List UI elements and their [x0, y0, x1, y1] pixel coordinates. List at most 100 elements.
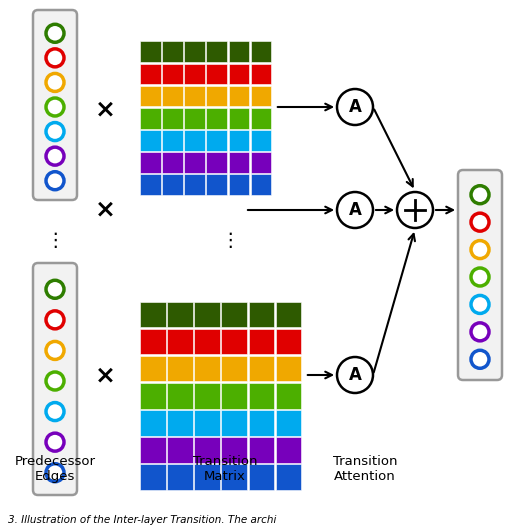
Circle shape	[46, 311, 64, 329]
Circle shape	[46, 372, 64, 390]
Bar	[167, 383, 193, 409]
Text: ⋮: ⋮	[45, 230, 65, 250]
Bar	[194, 302, 220, 327]
Bar	[206, 108, 227, 129]
Bar	[206, 86, 227, 106]
Bar	[206, 64, 227, 84]
Text: ⋮: ⋮	[220, 230, 240, 250]
Bar	[251, 41, 271, 62]
Circle shape	[337, 89, 373, 125]
Bar	[184, 130, 205, 151]
Bar	[194, 410, 220, 436]
Bar	[206, 41, 227, 62]
Circle shape	[471, 186, 489, 204]
Bar	[206, 152, 227, 173]
Circle shape	[46, 122, 64, 140]
Circle shape	[46, 433, 64, 451]
Circle shape	[471, 295, 489, 313]
Bar	[184, 41, 205, 62]
Bar	[194, 464, 220, 490]
Circle shape	[471, 268, 489, 286]
Bar	[248, 383, 274, 409]
Circle shape	[46, 342, 64, 360]
Bar	[251, 64, 271, 84]
Bar	[140, 152, 161, 173]
Bar	[140, 356, 165, 381]
Bar	[140, 302, 165, 327]
Text: Transition
Matrix: Transition Matrix	[193, 455, 257, 483]
Bar	[140, 437, 165, 463]
Circle shape	[46, 98, 64, 116]
Bar	[248, 329, 274, 354]
Bar	[229, 41, 249, 62]
Bar	[140, 464, 165, 490]
Text: ×: ×	[94, 363, 115, 387]
Bar	[248, 437, 274, 463]
Bar	[140, 329, 165, 354]
Bar	[184, 152, 205, 173]
FancyBboxPatch shape	[458, 170, 502, 380]
Bar	[140, 174, 161, 195]
Bar	[221, 302, 247, 327]
Bar	[140, 108, 161, 129]
Bar	[162, 86, 183, 106]
Bar	[276, 329, 301, 354]
Bar	[251, 174, 271, 195]
Text: ×: ×	[94, 98, 115, 122]
Text: Predecessor
Edges: Predecessor Edges	[15, 455, 96, 483]
Bar	[229, 64, 249, 84]
Text: A: A	[349, 366, 361, 384]
Bar	[167, 356, 193, 381]
Bar	[167, 302, 193, 327]
Bar	[221, 410, 247, 436]
Text: A: A	[349, 98, 361, 116]
Circle shape	[337, 357, 373, 393]
Bar	[194, 437, 220, 463]
Bar	[276, 383, 301, 409]
Bar	[184, 174, 205, 195]
Bar	[140, 383, 165, 409]
Bar	[251, 130, 271, 151]
Circle shape	[337, 192, 373, 228]
Bar	[140, 410, 165, 436]
Bar	[162, 108, 183, 129]
Bar	[167, 410, 193, 436]
Bar	[167, 464, 193, 490]
FancyBboxPatch shape	[33, 263, 77, 495]
Bar	[162, 64, 183, 84]
Text: 3. Illustration of the Inter-layer Transition. The archi: 3. Illustration of the Inter-layer Trans…	[8, 515, 276, 525]
Bar	[140, 130, 161, 151]
Bar	[251, 86, 271, 106]
Bar	[184, 86, 205, 106]
FancyBboxPatch shape	[33, 10, 77, 200]
Bar	[162, 130, 183, 151]
Bar	[229, 86, 249, 106]
Bar	[206, 130, 227, 151]
Bar	[251, 152, 271, 173]
Text: Transition
Attention: Transition Attention	[333, 455, 397, 483]
Bar	[276, 464, 301, 490]
Bar	[229, 108, 249, 129]
Circle shape	[471, 240, 489, 259]
Circle shape	[397, 192, 433, 228]
Bar	[162, 41, 183, 62]
Bar	[221, 356, 247, 381]
Bar	[221, 329, 247, 354]
Text: A: A	[349, 201, 361, 219]
Bar	[248, 410, 274, 436]
Bar	[140, 41, 161, 62]
Bar	[194, 329, 220, 354]
Circle shape	[46, 464, 64, 481]
Bar	[140, 64, 161, 84]
Circle shape	[46, 49, 64, 67]
Bar	[184, 64, 205, 84]
Bar	[194, 383, 220, 409]
Circle shape	[46, 24, 64, 42]
Bar	[162, 174, 183, 195]
Text: ×: ×	[94, 198, 115, 222]
Circle shape	[46, 73, 64, 92]
Bar	[229, 152, 249, 173]
Bar	[248, 464, 274, 490]
Bar	[248, 356, 274, 381]
Bar	[276, 356, 301, 381]
